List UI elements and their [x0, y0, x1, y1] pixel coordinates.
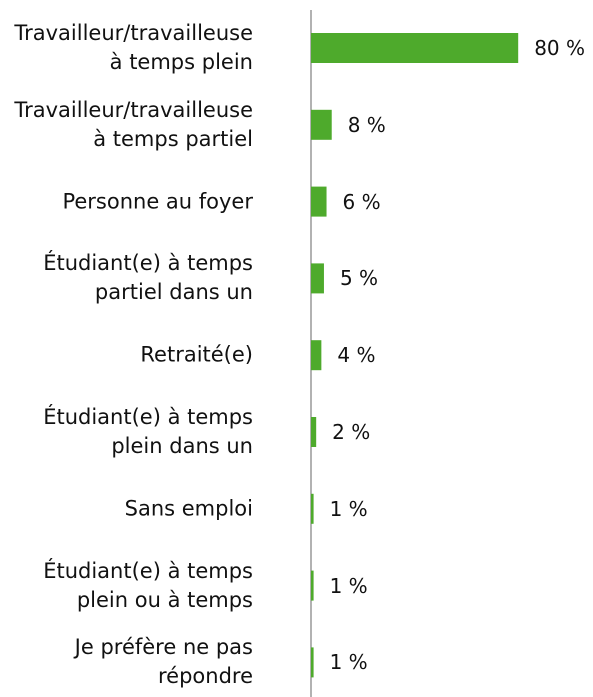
bar [311, 186, 327, 217]
value-label: 6 % [342, 189, 381, 214]
value-label: 80 % [534, 36, 585, 60]
bar [311, 570, 314, 601]
category-label: Étudiant(e) à temps plein dans un [43, 405, 253, 458]
value-label: 1 % [329, 496, 368, 521]
value-label: 2 % [332, 420, 371, 444]
value-label: 1 % [329, 573, 368, 598]
value-label: 4 % [337, 343, 376, 368]
bar [311, 263, 324, 294]
category-label: Étudiant(e) à temps plein ou à temps [43, 558, 253, 612]
bar [311, 340, 322, 371]
category-label: Travailleur/travailleuse à temps plein [14, 21, 253, 74]
category-label: Retraité(e) [140, 342, 253, 367]
bar [311, 647, 314, 678]
bar [311, 33, 519, 63]
category-label: Travailleur/travailleuse à temps partiel [14, 97, 253, 151]
category-label: Sans emploi [124, 496, 253, 521]
category-label: Personne au foyer [62, 189, 253, 214]
bar [311, 493, 314, 524]
bar [311, 109, 332, 140]
value-label: 1 % [329, 650, 368, 675]
category-label: Étudiant(e) à temps partiel dans un [43, 251, 253, 305]
value-label: 5 % [339, 266, 379, 291]
category-label: Je préfère ne pas répondre [74, 635, 253, 689]
value-label: 8 % [347, 112, 386, 137]
bar [311, 417, 317, 447]
